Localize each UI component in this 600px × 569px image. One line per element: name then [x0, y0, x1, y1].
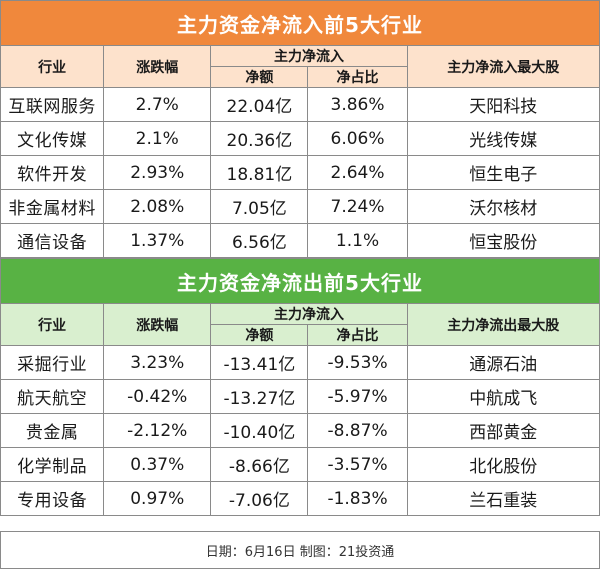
cell-industry: 文化传媒: [0, 121, 105, 156]
cell-ratio: 2.64%: [307, 155, 408, 190]
cell-top-stock: 恒宝股份: [406, 223, 600, 258]
cell-ratio: -3.57%: [307, 447, 408, 482]
header-net-amount: 净额: [210, 66, 309, 88]
cell-change: 2.1%: [103, 121, 212, 156]
cell-ratio: -8.87%: [307, 413, 408, 448]
header-change: 涨跌幅: [103, 303, 212, 346]
header-industry: 行业: [0, 45, 105, 88]
cell-ratio: 7.24%: [307, 189, 408, 224]
cell-ratio: 6.06%: [307, 121, 408, 156]
header-top-stock: 主力净流出最大股: [406, 303, 600, 346]
cell-change: 2.08%: [103, 189, 212, 224]
header-top-stock: 主力净流入最大股: [406, 45, 600, 88]
cell-change: 1.37%: [103, 223, 212, 258]
cell-net: 20.36亿: [210, 121, 309, 156]
header-net-ratio: 净占比: [307, 66, 408, 88]
cell-top-stock: 西部黄金: [406, 413, 600, 448]
footer-credit: 日期：6月16日 制图：21投资通: [0, 531, 600, 569]
header-net-amount: 净额: [210, 324, 309, 346]
header-net-inflow-group: 主力净流入: [210, 303, 408, 325]
cell-ratio: -1.83%: [307, 481, 408, 516]
cell-ratio: -5.97%: [307, 379, 408, 414]
header-industry: 行业: [0, 303, 105, 346]
cell-net: -7.06亿: [210, 481, 309, 516]
cell-ratio: -9.53%: [307, 345, 408, 380]
cell-change: 0.37%: [103, 447, 212, 482]
table-row: 专用设备 0.97% -7.06亿 -1.83% 兰石重装: [0, 481, 600, 516]
header-change: 涨跌幅: [103, 45, 212, 88]
outflow-title: 主力资金净流出前5大行业: [0, 258, 600, 304]
cell-top-stock: 北化股份: [406, 447, 600, 482]
table-row: 采掘行业 3.23% -13.41亿 -9.53% 通源石油: [0, 345, 600, 380]
table-row: 通信设备 1.37% 6.56亿 1.1% 恒宝股份: [0, 223, 600, 258]
cell-net: -8.66亿: [210, 447, 309, 482]
cell-industry: 贵金属: [0, 413, 105, 448]
inflow-title: 主力资金净流入前5大行业: [0, 0, 600, 46]
inflow-table: 主力资金净流入前5大行业 行业 涨跌幅 主力净流入 主力净流入最大股 净额 净占…: [0, 0, 600, 258]
cell-industry: 采掘行业: [0, 345, 105, 380]
cell-net: 22.04亿: [210, 87, 309, 122]
cell-net: -13.41亿: [210, 345, 309, 380]
table-row: 航天航空 -0.42% -13.27亿 -5.97% 中航成飞: [0, 379, 600, 414]
cell-change: 2.93%: [103, 155, 212, 190]
cell-ratio: 1.1%: [307, 223, 408, 258]
table-row: 互联网服务 2.7% 22.04亿 3.86% 天阳科技: [0, 87, 600, 122]
cell-industry: 软件开发: [0, 155, 105, 190]
header-net-ratio: 净占比: [307, 324, 408, 346]
cell-industry: 航天航空: [0, 379, 105, 414]
cell-change: 0.97%: [103, 481, 212, 516]
cell-top-stock: 中航成飞: [406, 379, 600, 414]
cell-top-stock: 兰石重装: [406, 481, 600, 516]
cell-change: 2.7%: [103, 87, 212, 122]
cell-net: 18.81亿: [210, 155, 309, 190]
cell-industry: 通信设备: [0, 223, 105, 258]
cell-top-stock: 通源石油: [406, 345, 600, 380]
cell-industry: 非金属材料: [0, 189, 105, 224]
outflow-table: 主力资金净流出前5大行业 行业 涨跌幅 主力净流入 主力净流出最大股 净额 净占…: [0, 258, 600, 516]
cell-top-stock: 光线传媒: [406, 121, 600, 156]
cell-ratio: 3.86%: [307, 87, 408, 122]
cell-industry: 互联网服务: [0, 87, 105, 122]
table-row: 文化传媒 2.1% 20.36亿 6.06% 光线传媒: [0, 121, 600, 156]
cell-top-stock: 恒生电子: [406, 155, 600, 190]
table-row: 软件开发 2.93% 18.81亿 2.64% 恒生电子: [0, 155, 600, 190]
cell-net: -13.27亿: [210, 379, 309, 414]
cell-industry: 化学制品: [0, 447, 105, 482]
table-row: 非金属材料 2.08% 7.05亿 7.24% 沃尔核材: [0, 189, 600, 224]
cell-change: -0.42%: [103, 379, 212, 414]
table-row: 化学制品 0.37% -8.66亿 -3.57% 北化股份: [0, 447, 600, 482]
cell-change: -2.12%: [103, 413, 212, 448]
cell-change: 3.23%: [103, 345, 212, 380]
cell-top-stock: 天阳科技: [406, 87, 600, 122]
cell-net: 6.56亿: [210, 223, 309, 258]
table-row: 贵金属 -2.12% -10.40亿 -8.87% 西部黄金: [0, 413, 600, 448]
cell-net: -10.40亿: [210, 413, 309, 448]
cell-top-stock: 沃尔核材: [406, 189, 600, 224]
header-net-inflow-group: 主力净流入: [210, 45, 408, 67]
cell-net: 7.05亿: [210, 189, 309, 224]
cell-industry: 专用设备: [0, 481, 105, 516]
